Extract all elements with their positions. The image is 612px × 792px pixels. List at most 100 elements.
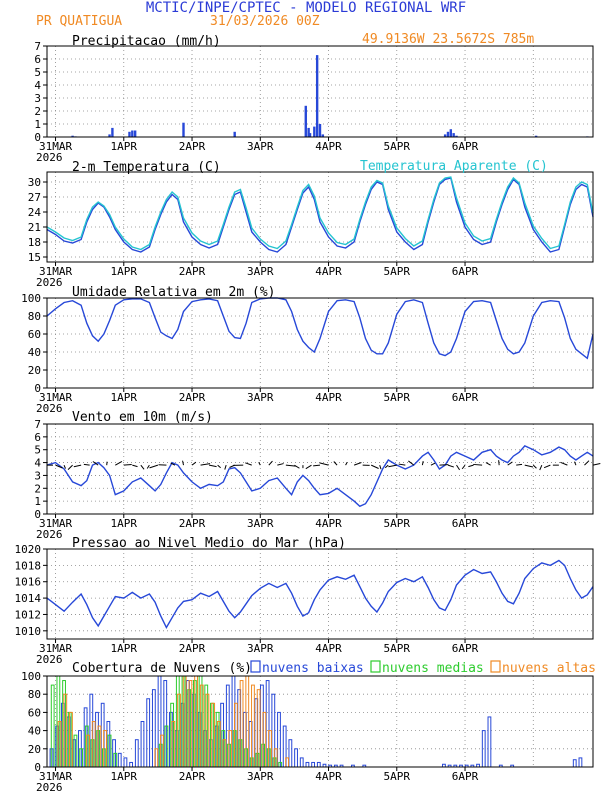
wind-arrow — [592, 463, 601, 466]
precip-bar — [133, 130, 137, 137]
y-tick-label: 0 — [34, 508, 41, 521]
wind-arrow — [532, 464, 537, 469]
x-tick-label: 4APR — [315, 642, 342, 655]
precip-bar — [307, 127, 310, 137]
x-tick-label: 3APR — [247, 642, 274, 655]
x-tick-label: 6APR — [452, 265, 479, 278]
precip-bar — [449, 129, 453, 137]
panel-frame — [46, 45, 594, 138]
x-tick-label: 2APR — [179, 265, 206, 278]
precip-bar — [446, 131, 450, 137]
y-tick-label: 80 — [28, 310, 41, 323]
wind-arrow — [305, 464, 312, 470]
y-tick-label: 3 — [34, 469, 41, 482]
wind-arrow — [115, 460, 123, 466]
wind-arrow — [217, 464, 221, 469]
cloud-bar-0 — [299, 757, 304, 768]
wind-arrow — [67, 464, 73, 470]
header-run: 31/03/2026 00Z — [210, 14, 320, 29]
y-tick-label: 4 — [34, 79, 41, 92]
x-tick-label: 5APR — [384, 642, 411, 655]
y-tick-label: 24 — [28, 206, 42, 219]
cloud-bar-0 — [487, 716, 492, 768]
x-tick-label: 5APR — [384, 265, 411, 278]
panel-title-clouds: Cobertura de Nuvens (%) — [72, 661, 252, 676]
x-tick-label: 4APR — [315, 770, 342, 783]
legend-box-mid — [370, 660, 381, 673]
y-tick-label: 18 — [28, 236, 41, 249]
series-line-1 — [46, 176, 594, 251]
x-tick-label: 4APR — [315, 517, 342, 530]
y-tick-label: 1020 — [15, 543, 42, 556]
wind-arrow — [140, 464, 145, 470]
frame-layer — [43, 45, 594, 771]
y-tick-label: 27 — [28, 191, 41, 204]
legend-low-clouds: nuvens baixas — [262, 661, 364, 676]
y-tick-label: 1 — [34, 118, 41, 131]
x-tick-label: 6APR — [452, 391, 479, 404]
panel-frame — [46, 297, 594, 389]
x-year-label: 2026 — [36, 528, 63, 541]
cloud-bar-0 — [134, 739, 139, 768]
y-tick-label: 40 — [28, 346, 41, 359]
x-tick-label: 31MAR — [39, 517, 72, 530]
wind-arrow — [543, 464, 551, 469]
x-tick-label: 5APR — [384, 517, 411, 530]
precip-bar — [233, 131, 236, 137]
precip-bar — [315, 55, 319, 137]
precip-bar — [321, 134, 325, 137]
wind-arrow — [83, 463, 90, 466]
cloud-bar-2 — [251, 684, 255, 768]
x-tick-label: 1APR — [111, 140, 138, 153]
wind-arrow — [55, 464, 63, 469]
wind-arrow — [182, 460, 184, 466]
x-tick-label: 2APR — [179, 140, 206, 153]
wind-arrow — [313, 464, 321, 467]
y-tick-label: 80 — [28, 688, 41, 701]
panel-title-pressure: Pressao ao Nivel Medio do Mar (hPa) — [72, 536, 346, 551]
cloud-bar-0 — [311, 761, 316, 768]
precip-bar — [318, 124, 322, 137]
y-tick-label: 7 — [34, 40, 41, 53]
cloud-bar-0 — [140, 721, 145, 768]
wind-arrow — [170, 462, 176, 466]
x-tick-label: 31MAR — [39, 642, 72, 655]
y-tick-label: 30 — [28, 176, 41, 189]
x-tick-label: 3APR — [247, 265, 274, 278]
x-tick-label: 4APR — [315, 391, 342, 404]
x-tick-label: 6APR — [452, 140, 479, 153]
x-tick-label: 3APR — [247, 770, 274, 783]
precip-bar — [452, 133, 455, 137]
precip-bar — [182, 122, 185, 137]
y-tick-label: 1014 — [15, 592, 42, 605]
legend-apparent-temp: Temperatura Aparente (C) — [360, 159, 548, 174]
y-tick-label: 2 — [34, 482, 41, 495]
x-tick-label: 5APR — [384, 140, 411, 153]
wind-arrow — [333, 461, 338, 466]
cloud-bar-2 — [154, 748, 159, 768]
x-tick-label: 2APR — [179, 391, 206, 404]
cloud-bar-0 — [146, 698, 151, 768]
legend-box-low — [250, 660, 261, 673]
y-tick-label: 21 — [28, 221, 41, 234]
x-tick-label: 2APR — [179, 770, 206, 783]
precip-bar — [304, 105, 307, 137]
wind-arrow — [388, 464, 397, 468]
cloud-bar-0 — [294, 748, 298, 768]
wind-arrow — [485, 462, 491, 466]
x-tick-label: 6APR — [452, 642, 479, 655]
y-tick-label: 20 — [28, 364, 41, 377]
series-line-0 — [46, 559, 594, 629]
wind-arrow — [208, 464, 217, 468]
y-tick-label: 60 — [28, 328, 41, 341]
y-tick-label: 40 — [28, 725, 41, 738]
cloud-bar-0 — [117, 752, 122, 768]
x-tick-label: 31MAR — [39, 770, 72, 783]
wind-arrow — [461, 464, 466, 470]
x-tick-label: 3APR — [247, 140, 274, 153]
y-tick-label: 0 — [34, 382, 41, 395]
header-coords: 49.9136W 23.5672S 785m — [362, 32, 534, 47]
cloud-bar-0 — [123, 757, 128, 768]
wind-arrow — [408, 460, 415, 466]
